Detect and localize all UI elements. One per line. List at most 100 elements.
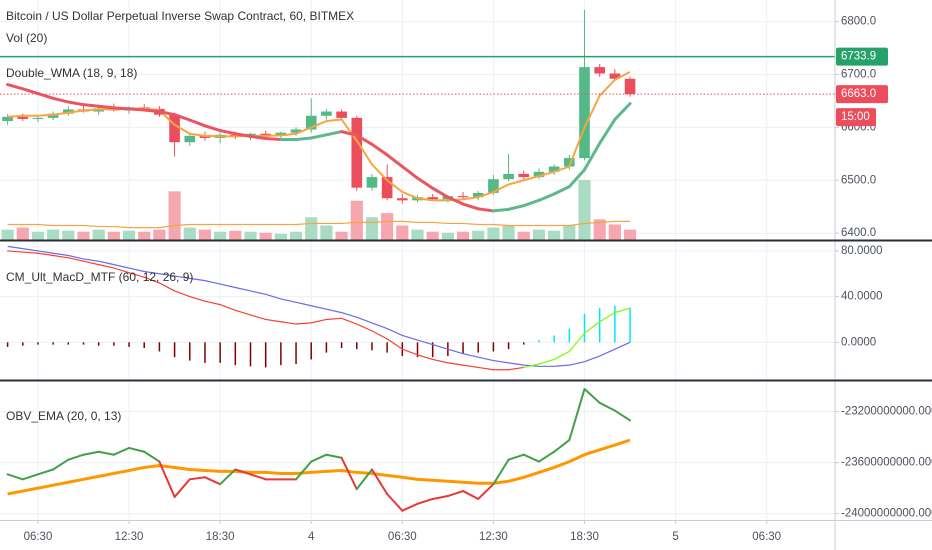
macd-line (128, 272, 145, 278)
macd-line (325, 317, 343, 321)
obv-line (522, 453, 540, 463)
wma-slow-line (127, 107, 146, 112)
volume-bar (47, 229, 60, 240)
wma-slow-line (476, 207, 495, 213)
macd-line (98, 264, 115, 269)
volume-bar (214, 231, 227, 240)
candle-body (518, 173, 530, 178)
wma-slow-line (142, 108, 161, 114)
candle-body (472, 192, 484, 198)
volume-bar (259, 232, 272, 240)
x-tick-label: 12:30 (115, 531, 144, 543)
x-tick-label: 4 (308, 531, 315, 543)
wma-slow-line (112, 106, 131, 111)
obv-line (613, 409, 632, 422)
chart-title: Bitcoin / US Dollar Perpetual Inverse Sw… (6, 9, 354, 23)
wma-slow-line (583, 141, 602, 172)
volume-bar (608, 224, 621, 240)
obv-line (82, 450, 100, 456)
volume-bar (16, 227, 29, 240)
volume-bar (107, 231, 120, 240)
volume-bar (92, 229, 105, 240)
wma-slow-line (249, 134, 268, 141)
obv-line (568, 388, 586, 442)
wma-slow-line (218, 129, 237, 136)
indicator-label: OBV_EMA (20, 0, 13) (6, 409, 121, 423)
wma-slow-line (385, 153, 404, 169)
macd-line (416, 354, 434, 361)
macd-line (219, 304, 236, 311)
wma-slow-line (324, 130, 344, 137)
x-tick-label: 5 (672, 531, 678, 543)
obv-line (158, 460, 176, 498)
macd-line (356, 323, 373, 332)
macd-line (507, 366, 525, 371)
macd-line (599, 312, 616, 323)
obv-line (21, 473, 39, 481)
candle-body (594, 67, 605, 74)
wma-slow-line (264, 137, 283, 142)
wma-slow-line (340, 130, 359, 137)
candle-body (275, 132, 287, 136)
wma-slow-line (613, 102, 632, 121)
macd-line (52, 254, 69, 259)
obv-line (112, 446, 131, 456)
candle-body (63, 109, 74, 114)
volume-bar (532, 229, 546, 240)
obv-line (143, 450, 161, 463)
wma-slow-line (598, 117, 617, 145)
candle-body (47, 113, 59, 118)
wma-slow-line (294, 136, 313, 142)
candle-body (579, 67, 590, 159)
volume-bar (396, 225, 409, 240)
candle-body (290, 129, 302, 133)
obv-line (553, 439, 571, 453)
wma-slow-line (188, 118, 207, 128)
candle-body (260, 133, 271, 136)
y-tick-label: 6400.0 (841, 227, 876, 239)
wma-slow-line (233, 132, 252, 138)
obv-line (416, 497, 434, 505)
x-tick-label: 06:30 (752, 531, 781, 543)
obv-line (370, 468, 389, 495)
y-tick-label: 6500.0 (841, 174, 876, 186)
obv-line (310, 453, 328, 463)
obv-line (598, 401, 616, 412)
obv-line (325, 453, 343, 459)
volume-bar (411, 229, 424, 240)
volume-bar (381, 213, 394, 240)
macd-line (462, 364, 479, 369)
volume-bar (183, 227, 196, 240)
wma-slow-line (51, 96, 70, 104)
macd-line (67, 257, 85, 262)
macd-line (173, 290, 191, 298)
volume-bar (305, 217, 318, 240)
wma-slow-line (431, 186, 450, 199)
volume-bar (563, 225, 576, 240)
indicator-label: Double_WMA (18, 9, 18) (6, 66, 137, 80)
obv-line (234, 468, 252, 476)
candle-body (336, 111, 347, 118)
volume-bar (350, 200, 363, 240)
obv-line (128, 446, 146, 453)
wma-slow-line (400, 165, 419, 180)
candle-body (397, 198, 408, 201)
wma-slow-line (552, 185, 571, 196)
y-tick-label: 6800.0 (841, 16, 876, 28)
macd-line (295, 322, 312, 325)
y-tick-label: -23200000000.0000 (841, 406, 932, 418)
volume-bar (578, 180, 591, 240)
volume-bar (426, 231, 439, 240)
obv-line (6, 473, 24, 481)
macd-line (538, 358, 555, 365)
obv-line (52, 458, 70, 471)
countdown-label: 15:00 (841, 111, 870, 123)
price-label: 6733.9 (841, 51, 876, 63)
wma-slow-line (522, 198, 541, 208)
volume-bar (198, 229, 212, 240)
indicator-label: CM_Ult_MacD_MTF (60, 12, 26, 9) (6, 270, 193, 284)
macd-line (280, 321, 297, 325)
obv-line (67, 453, 85, 461)
indicator-label: Vol (20) (6, 31, 47, 45)
